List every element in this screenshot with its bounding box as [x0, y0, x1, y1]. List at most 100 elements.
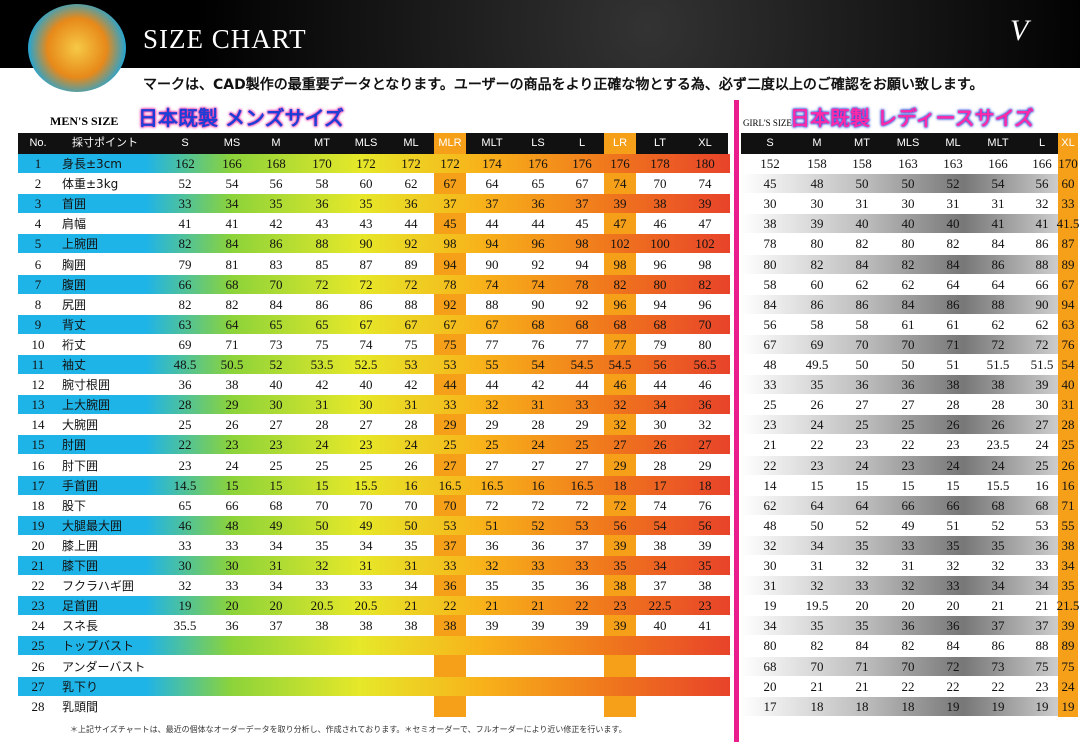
men-value: 38	[315, 618, 329, 634]
men-value: 38	[443, 618, 457, 634]
women-value: 33	[1061, 196, 1075, 212]
men-value: 37	[575, 537, 589, 553]
men-value: 56.5	[693, 357, 717, 372]
men-value: 14.5	[173, 477, 197, 493]
men-value: 33	[178, 196, 192, 212]
women-value: 60	[810, 276, 824, 292]
men-value: 162	[175, 156, 195, 171]
men-value: 42	[531, 377, 545, 393]
men-value: 20	[225, 598, 239, 614]
women-value: 23.5	[986, 437, 1010, 453]
women-value: 50	[855, 176, 869, 192]
men-value: 23	[359, 437, 373, 453]
men-value: 33	[531, 558, 545, 573]
row-number: 14	[31, 417, 45, 433]
women-value: 89	[1061, 256, 1075, 272]
women-value: 19	[946, 698, 960, 714]
men-value: 172	[401, 156, 421, 171]
row-band	[18, 355, 730, 375]
men-value: 70	[698, 316, 712, 332]
men-value: 82	[178, 296, 192, 312]
women-value: 75	[1061, 658, 1075, 674]
men-value: 27	[359, 417, 373, 433]
men-value: 40	[359, 377, 373, 393]
men-value: 88	[404, 296, 418, 312]
column-header: ML	[403, 137, 419, 149]
men-value: 24	[315, 437, 329, 453]
women-value: 88	[991, 296, 1005, 312]
men-value: 70	[443, 497, 457, 513]
men-value: 31	[315, 397, 329, 413]
women-value: 25	[1061, 437, 1075, 453]
men-value: 75	[404, 336, 418, 352]
men-value: 28	[178, 397, 192, 413]
men-value: 23	[225, 437, 239, 453]
women-value: 82	[901, 256, 915, 272]
row-number: 28	[31, 698, 45, 714]
women-value: 15	[855, 477, 869, 493]
women-value: 30	[763, 558, 777, 573]
women-value: 31	[946, 196, 960, 212]
men-value: 50	[404, 517, 418, 533]
men-value: 24	[404, 437, 418, 453]
women-value: 86	[810, 296, 824, 312]
women-value: 27	[855, 397, 869, 413]
women-value: 82	[810, 256, 824, 272]
men-value: 37	[485, 196, 499, 212]
divider	[734, 100, 739, 742]
men-value: 38	[225, 377, 239, 393]
men-value: 54	[531, 357, 545, 372]
men-value: 66	[225, 497, 239, 513]
men-value: 33	[575, 397, 589, 413]
men-value: 98	[575, 236, 589, 252]
women-value: 34	[991, 578, 1005, 594]
women-value: 68	[991, 497, 1005, 513]
women-value: 34	[1061, 558, 1075, 573]
men-value: 82	[225, 296, 239, 312]
women-value: 20	[946, 598, 960, 614]
row-number: 17	[31, 477, 45, 493]
women-value: 163	[898, 156, 918, 171]
men-value: 36	[404, 196, 418, 212]
men-value: 27	[531, 457, 545, 473]
men-value: 37	[575, 196, 589, 212]
column-header: LT	[653, 137, 667, 149]
men-value: 33	[225, 578, 239, 594]
women-value: 66	[1035, 276, 1049, 292]
women-value: 67	[763, 336, 777, 352]
women-value: 66	[946, 497, 960, 513]
men-value: 86	[359, 296, 373, 312]
men-value: 64	[485, 176, 499, 192]
measure-point: スネ長	[62, 619, 99, 634]
men-value: 60	[359, 176, 373, 192]
men-value: 37	[443, 196, 457, 212]
column-header: MLT	[481, 137, 503, 149]
men-value: 74	[613, 176, 627, 192]
men-value: 51	[485, 517, 499, 533]
men-value: 87	[359, 256, 373, 272]
men-value: 35	[315, 537, 329, 553]
women-value: 28	[946, 397, 960, 413]
women-value: 27	[901, 397, 915, 413]
men-value: 55	[485, 357, 499, 372]
men-value: 17	[653, 477, 667, 493]
women-value: 58	[810, 316, 824, 332]
men-value: 98	[613, 256, 627, 272]
women-value: 51	[946, 517, 960, 533]
men-value: 45	[575, 216, 589, 232]
row-number: 8	[34, 296, 42, 312]
measure-point: 裄丈	[62, 337, 87, 352]
men-value: 47	[698, 216, 712, 232]
women-value: 20	[763, 678, 777, 694]
women-value: 39	[1035, 377, 1049, 393]
men-value: 18	[698, 477, 712, 493]
men-value: 96	[613, 296, 627, 312]
women-value: 50	[901, 357, 915, 372]
women-value: 35	[991, 537, 1005, 553]
women-value: 21.5	[1056, 598, 1080, 614]
men-value: 90	[485, 256, 499, 272]
women-value: 25	[855, 417, 869, 433]
women-value: 23	[810, 457, 824, 473]
men-value: 15	[315, 477, 329, 493]
